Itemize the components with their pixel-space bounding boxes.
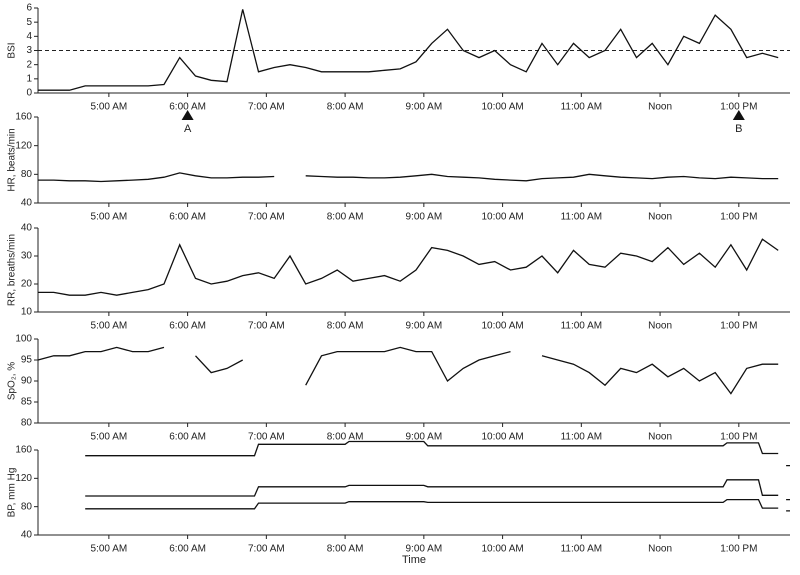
x-tick-label: 8:00 AM [327,321,364,332]
y-tick-label: 5 [26,17,32,28]
x-tick-label: 6:00 AM [169,544,206,555]
x-tick-label: 5:00 AM [91,432,128,443]
annotation-label: A [184,123,192,135]
data-line [38,9,779,91]
x-tick-label: 8:00 AM [327,544,364,555]
y-tick-label: 10 [21,307,33,318]
x-tick-label: 11:00 AM [561,321,603,332]
data-line [85,498,790,512]
y-tick-label: 120 [15,473,32,484]
y-tick-label: 0 [26,88,32,99]
x-tick-label: 9:00 AM [405,321,442,332]
x-tick-label: 1:00 PM [720,102,757,113]
data-line [85,479,790,501]
x-tick-label: 5:00 AM [91,102,128,113]
x-tick-label: 8:00 AM [327,432,364,443]
x-tick-label: 8:00 AM [327,212,364,223]
x-tick-label: 11:00 AM [561,212,603,223]
y-tick-label: 80 [21,169,33,180]
x-tick-label: 1:00 PM [720,432,757,443]
x-tick-label: 5:00 AM [91,544,128,555]
x-tick-label: 9:00 AM [405,432,442,443]
data-line [85,440,790,467]
x-tick-label: 9:00 AM [405,102,442,113]
y-axis-label: RR, breaths/min [7,234,18,306]
y-tick-label: 1 [26,73,32,84]
annotation-label: B [735,123,742,135]
x-tick-label: Noon [648,212,672,223]
x-tick-label: 10:00 AM [481,432,523,443]
y-tick-label: 95 [21,355,33,366]
x-tick-label: Noon [648,432,672,443]
x-tick-label: 1:00 PM [720,212,757,223]
x-tick-label: Noon [648,321,672,332]
y-tick-label: 6 [26,3,32,14]
x-tick-label: Noon [648,544,672,555]
y-tick-label: 40 [21,530,33,541]
x-tick-label: 11:00 AM [561,544,603,555]
x-tick-label: Noon [648,102,672,113]
x-tick-label: 10:00 AM [481,321,523,332]
x-tick-label: 6:00 AM [169,212,206,223]
y-tick-label: 40 [21,223,33,234]
data-line [37,346,779,395]
x-tick-label: 6:00 AM [169,432,206,443]
y-tick-label: 100 [15,334,32,345]
y-tick-label: 80 [21,418,33,429]
x-tick-label: 1:00 PM [720,321,757,332]
x-tick-label: 1:00 PM [720,544,757,555]
y-tick-label: 40 [21,198,33,209]
x-tick-label: 5:00 AM [91,321,128,332]
x-tick-label: 6:00 AM [169,321,206,332]
y-tick-label: 160 [15,445,32,456]
x-tick-label: 7:00 AM [248,432,285,443]
data-line [38,172,779,183]
x-tick-label: 10:00 AM [481,544,523,555]
x-tick-label: 11:00 AM [561,432,603,443]
y-axis-label: HR, beats/min [7,128,18,191]
annotation-marker [181,110,194,120]
x-tick-label: 8:00 AM [327,102,364,113]
x-tick-label: 9:00 AM [405,544,442,555]
x-tick-label: 7:00 AM [248,212,285,223]
y-tick-label: 120 [15,140,32,151]
y-axis-label: BP, mm Hg [7,468,18,518]
y-tick-label: 160 [15,112,32,123]
y-tick-label: 85 [21,397,33,408]
y-tick-label: 80 [21,501,33,512]
x-tick-label: 11:00 AM [561,102,603,113]
y-axis-label: BSI [7,42,18,58]
y-tick-label: 30 [21,251,33,262]
x-tick-label: 7:00 AM [248,102,285,113]
x-tick-label: 10:00 AM [481,212,523,223]
y-tick-label: 20 [21,279,33,290]
x-tick-label: 10:00 AM [481,102,523,113]
x-tick-label: 9:00 AM [405,212,442,223]
x-tick-label: 7:00 AM [248,544,285,555]
x-tick-label: 7:00 AM [248,321,285,332]
y-axis-label: SpO₂, % [7,362,18,400]
x-tick-label: 6:00 AM [169,102,206,113]
annotation-marker [732,110,745,120]
y-tick-label: 3 [26,45,32,56]
y-tick-label: 90 [21,376,33,387]
data-line [38,238,779,296]
x-axis-label: Time [402,554,426,566]
y-tick-label: 2 [26,59,32,70]
y-tick-label: 4 [26,31,32,42]
x-tick-label: 5:00 AM [91,212,128,223]
